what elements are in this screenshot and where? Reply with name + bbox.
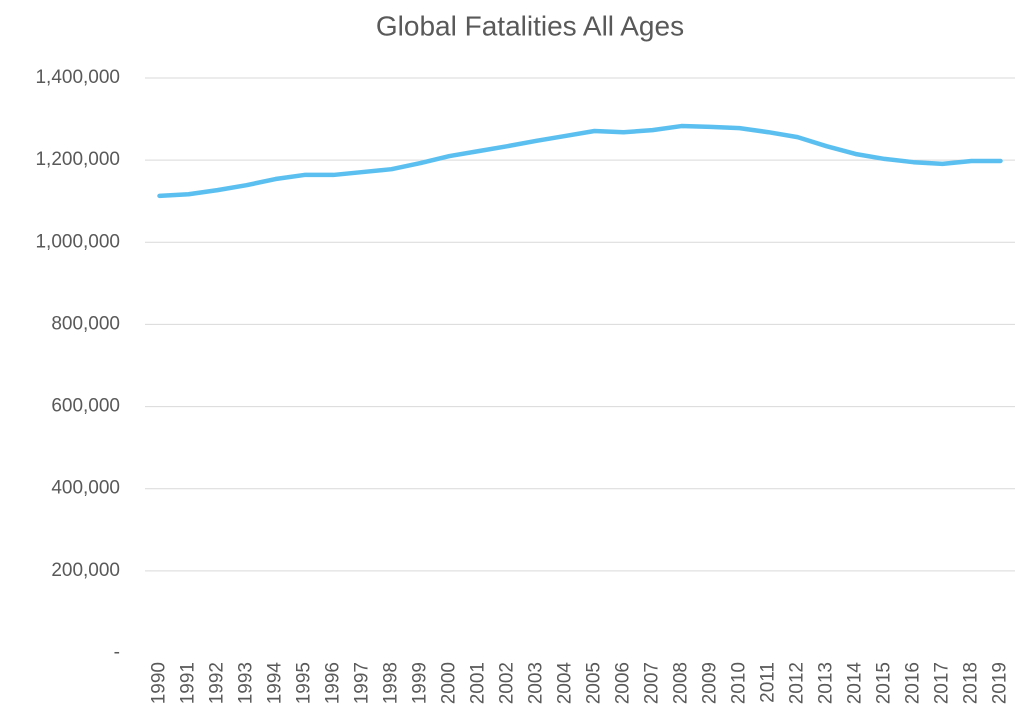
x-tick-label: 1996 xyxy=(323,662,344,704)
y-tick-label: 1,000,000 xyxy=(35,231,120,252)
y-tick-label: 400,000 xyxy=(51,478,120,499)
x-tick-label: 2008 xyxy=(671,662,692,704)
x-tick-label: 2017 xyxy=(932,662,953,704)
x-tick-label: 2009 xyxy=(700,662,721,704)
series-line xyxy=(157,123,1003,199)
y-tick-label: 600,000 xyxy=(51,396,120,417)
x-tick-label: 2019 xyxy=(990,662,1011,704)
x-tick-label: 1991 xyxy=(178,662,199,704)
y-tick-label: 800,000 xyxy=(51,313,120,334)
x-tick-label: 1993 xyxy=(236,662,257,704)
x-tick-label: 2005 xyxy=(584,662,605,704)
x-tick-label: 1994 xyxy=(265,662,286,705)
x-tick-label: 2010 xyxy=(729,662,750,704)
y-tick-label: - xyxy=(114,642,120,663)
y-tick-label: 1,200,000 xyxy=(35,149,120,170)
x-tick-label: 1999 xyxy=(410,662,431,704)
x-tick-label: 2001 xyxy=(468,662,489,704)
chart-title: Global Fatalities All Ages xyxy=(376,10,684,41)
y-tick-label: 1,400,000 xyxy=(35,67,120,88)
x-tick-label: 2011 xyxy=(758,662,779,703)
x-tick-label: 2003 xyxy=(526,662,547,704)
x-tick-label: 2000 xyxy=(439,662,460,704)
x-tick-label: 2015 xyxy=(874,662,895,704)
x-tick-label: 2016 xyxy=(903,662,924,704)
y-tick-label: 200,000 xyxy=(51,560,120,581)
x-tick-label: 2012 xyxy=(787,662,808,704)
x-tick-label: 2014 xyxy=(845,662,866,705)
x-tick-label: 1992 xyxy=(207,662,228,704)
x-tick-label: 1998 xyxy=(381,662,402,704)
x-tick-label: 2006 xyxy=(613,662,634,704)
x-tick-label: 1997 xyxy=(352,662,373,704)
x-tick-label: 1990 xyxy=(149,662,170,704)
x-tick-label: 2002 xyxy=(497,662,518,704)
x-tick-label: 2018 xyxy=(961,662,982,704)
x-tick-label: 1995 xyxy=(294,662,315,704)
x-tick-label: 2013 xyxy=(816,662,837,704)
x-tick-label: 2007 xyxy=(642,662,663,704)
x-tick-label: 2004 xyxy=(555,662,576,705)
